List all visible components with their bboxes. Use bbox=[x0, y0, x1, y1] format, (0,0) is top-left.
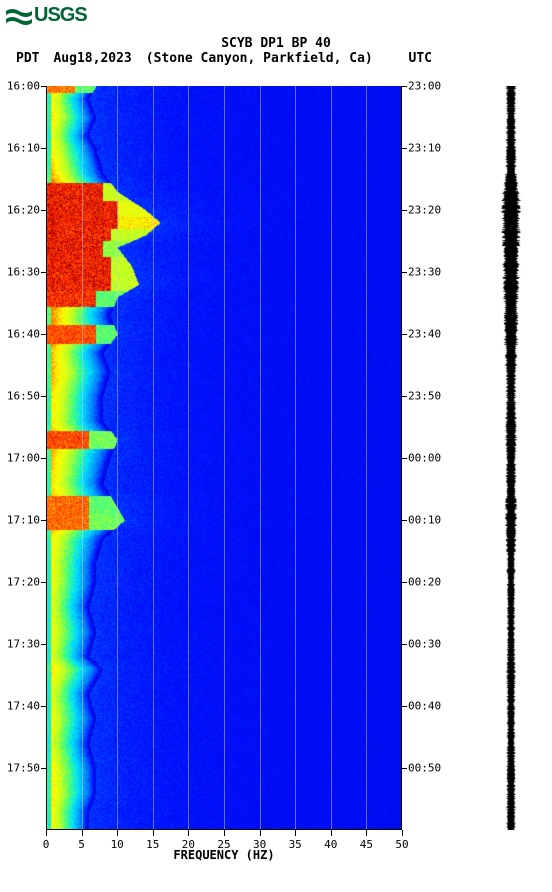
time-tick-label: 23:20 bbox=[408, 204, 441, 217]
waveform-strip bbox=[500, 86, 522, 830]
time-tick-label: 23:00 bbox=[408, 80, 441, 93]
time-tick-label: 00:00 bbox=[408, 452, 441, 465]
left-timezone-label: PDT bbox=[16, 51, 39, 66]
time-tick-label: 00:40 bbox=[408, 700, 441, 713]
time-tick-label: 16:40 bbox=[7, 328, 40, 341]
usgs-logo-text: USGS bbox=[34, 4, 87, 27]
time-tick-label: 17:20 bbox=[7, 576, 40, 589]
usgs-logo: USGS bbox=[6, 4, 87, 27]
time-tick-label: 16:10 bbox=[7, 142, 40, 155]
time-tick-label: 17:00 bbox=[7, 452, 40, 465]
time-tick-label: 00:20 bbox=[408, 576, 441, 589]
time-tick-label: 17:10 bbox=[7, 514, 40, 527]
time-tick-label: 00:30 bbox=[408, 638, 441, 651]
time-tick-label: 00:10 bbox=[408, 514, 441, 527]
time-tick-label: 23:40 bbox=[408, 328, 441, 341]
time-tick-label: 16:20 bbox=[7, 204, 40, 217]
time-tick-label: 16:50 bbox=[7, 390, 40, 403]
date-label: Aug18,2023 bbox=[53, 51, 131, 66]
time-tick-label: 16:00 bbox=[7, 80, 40, 93]
time-tick-label: 23:30 bbox=[408, 266, 441, 279]
right-time-axis: 23:0023:1023:2023:3023:4023:5000:0000:10… bbox=[402, 86, 458, 830]
waveform-canvas bbox=[500, 86, 522, 830]
time-tick-label: 17:40 bbox=[7, 700, 40, 713]
plot-header: SCYB DP1 BP 40 PDT Aug18,2023 (Stone Can… bbox=[0, 36, 552, 66]
time-tick-label: 00:50 bbox=[408, 762, 441, 775]
spectrogram-canvas bbox=[46, 86, 402, 830]
spectrogram-plot bbox=[46, 86, 402, 830]
time-tick-label: 17:50 bbox=[7, 762, 40, 775]
usgs-wave-icon bbox=[6, 5, 32, 27]
left-time-axis: 16:0016:1016:2016:3016:4016:5017:0017:10… bbox=[0, 86, 46, 830]
frequency-axis-label: FREQUENCY (HZ) bbox=[46, 848, 402, 862]
time-tick-label: 17:30 bbox=[7, 638, 40, 651]
time-tick-label: 16:30 bbox=[7, 266, 40, 279]
plot-title: SCYB DP1 BP 40 bbox=[0, 36, 552, 51]
time-tick-label: 23:10 bbox=[408, 142, 441, 155]
location-label: (Stone Canyon, Parkfield, Ca) bbox=[146, 51, 373, 66]
right-timezone-label: UTC bbox=[409, 51, 432, 66]
time-tick-label: 23:50 bbox=[408, 390, 441, 403]
